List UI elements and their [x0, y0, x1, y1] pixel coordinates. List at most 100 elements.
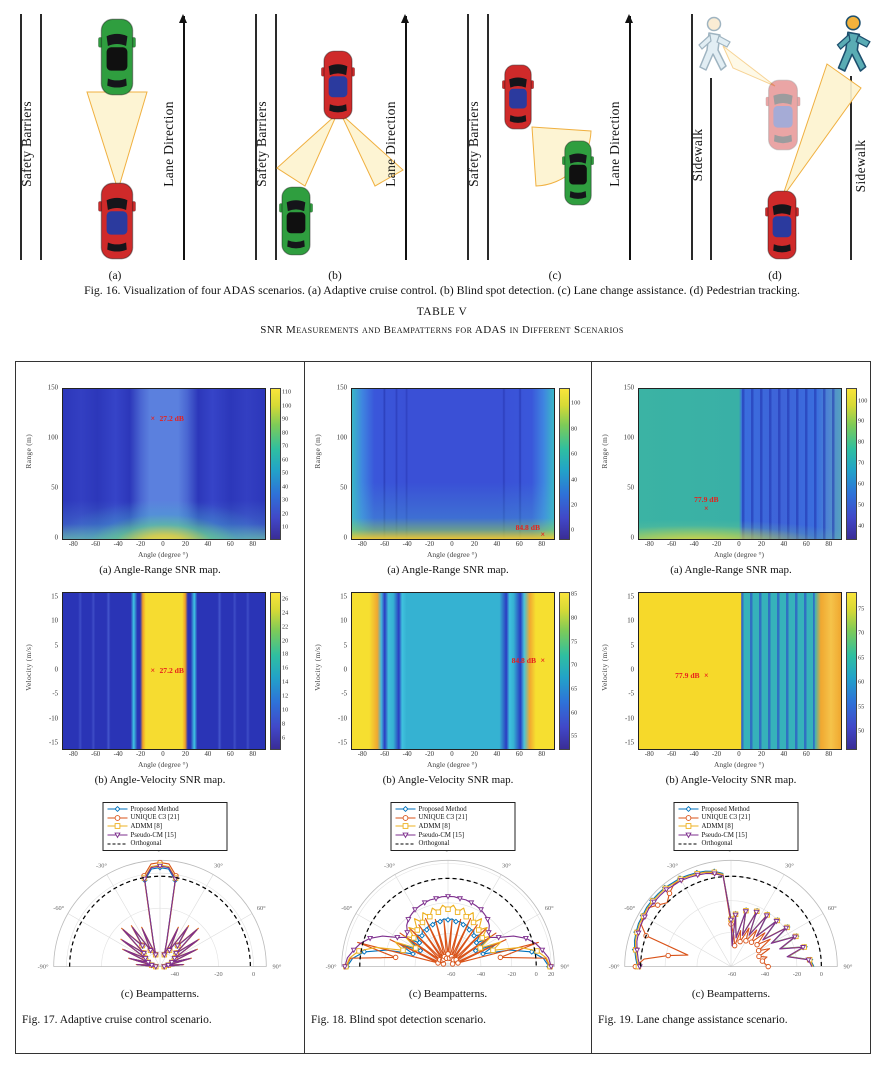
beampattern-figure: Proposed Method UNIQUE C3 [21] ADMM [8] Pse…	[16, 800, 304, 1012]
red-ego-car	[319, 50, 357, 120]
panel-label: (c)	[548, 270, 562, 282]
radar-beam	[276, 113, 404, 187]
legend-entry: Pseudo-CM [15]	[395, 831, 511, 840]
svg-text:30°: 30°	[214, 862, 223, 869]
legend-entry: Orthogonal	[395, 840, 450, 848]
colorbar	[846, 592, 857, 750]
colorbar-ticks: 100 90 80 70 60 50 40	[858, 397, 868, 529]
scenario-panel-lca: Safety Barriers Lane Direction (c)	[455, 6, 655, 282]
scenario-panel-bsd: Safety Barriers Lane Direction (b)	[235, 6, 435, 282]
figure-caption: Fig. 19. Lane change assistance scenario…	[598, 1014, 788, 1026]
subfigure-caption: (a) Angle-Range SNR map.	[670, 564, 792, 576]
beampattern-figure: Proposed Method UNIQUE C3 [21] ADMM [8] Pse…	[305, 800, 591, 1012]
svg-text:20: 20	[548, 971, 554, 978]
angle-range-snr-map: Range (m) 150 100 50 0 × 27.2 dB -80 -60 -40 -2…	[16, 374, 304, 580]
table-cell-fig17: Range (m) 150 100 50 0 × 27.2 dB -80 -60 -40 -2…	[16, 362, 305, 1053]
legend-entry: ADMM [8]	[395, 822, 511, 831]
x-axis-label: Angle (degree °)	[713, 760, 765, 769]
colorbar	[846, 388, 857, 540]
safety-barrier-line	[467, 14, 469, 260]
figure-caption: Fig. 18. Blind spot detection scenario.	[311, 1014, 487, 1026]
legend-entry: ADMM [8]	[107, 822, 223, 831]
svg-text:-60°: -60°	[341, 905, 352, 912]
beampattern-figure: Proposed Method UNIQUE C3 [21] ADMM [8] Pse…	[592, 800, 870, 1012]
svg-text:90°: 90°	[273, 964, 282, 971]
subfigure-caption: (b) Angle-Velocity SNR map.	[665, 774, 797, 786]
y-axis-label: Velocity (m/s)	[313, 644, 322, 691]
snr-peak-marker: × 77.9 dB	[694, 495, 719, 513]
colorbar-ticks: 85 80 75 70 65 60 55	[571, 590, 578, 740]
svg-text:0: 0	[535, 971, 538, 978]
heatmap-plot: × 77.9 dB	[638, 388, 842, 540]
subfigure-caption: (a) Angle-Range SNR map.	[387, 564, 509, 576]
pedestrian-past	[689, 16, 733, 80]
lane-direction-label: Lane Direction	[161, 101, 176, 187]
sidewalk-line	[710, 78, 712, 260]
x-axis-ticks: -80 -60 -40 -20 0 20 40 60 80	[644, 541, 833, 548]
x-axis-ticks: -80 -60 -40 -20 0 20 40 60 80	[644, 751, 833, 758]
y-axis-ticks: 150 100 50 0	[47, 384, 58, 542]
svg-text:-60°: -60°	[53, 905, 64, 912]
legend-entry: UNIQUE C3 [21]	[678, 814, 794, 823]
table-cell-fig18: Range (m) 150 100 50 0 × 84.8 dB -80 -60 -40 -2…	[305, 362, 592, 1053]
svg-text:-40: -40	[171, 971, 179, 978]
y-axis-label: Range (m)	[313, 434, 322, 469]
svg-text:0: 0	[252, 971, 255, 978]
snr-peak-marker: × 27.2 dB	[150, 414, 184, 424]
x-axis-ticks: -80 -60 -40 -20 0 20 40 60 80	[357, 751, 546, 758]
red-ego-car	[501, 64, 535, 130]
heatmap-plot: × 84.8 dB	[351, 388, 555, 540]
panel-label: (d)	[768, 270, 782, 282]
y-axis-ticks: 15 10 5 0 -5 -10 -15	[337, 593, 347, 747]
svg-text:-90°: -90°	[609, 964, 620, 971]
x-axis-label: Angle (degree °)	[137, 550, 189, 559]
beampattern-polar-plot: 0°30°-30°60°-60°90°-90°-60-40-200	[609, 847, 853, 978]
snr-peak-marker: × 77.9 dB	[675, 670, 709, 681]
y-axis-label: Velocity (m/s)	[24, 644, 33, 691]
legend-entry: Pseudo-CM [15]	[107, 831, 223, 840]
red-ego-car	[97, 182, 137, 260]
svg-text:-20: -20	[214, 971, 222, 978]
table-v: Range (m) 150 100 50 0 × 27.2 dB -80 -60 -40 -2…	[15, 361, 871, 1054]
table-title: TABLE V	[416, 306, 468, 318]
heatmap-plot: × 27.2 dB	[62, 388, 266, 540]
subfigure-caption: (b) Angle-Velocity SNR map.	[94, 774, 226, 786]
y-axis-label: Range (m)	[600, 434, 609, 469]
subfigure-caption: (c) Beampatterns.	[120, 988, 200, 1000]
red-ego-car-past	[765, 78, 801, 152]
svg-text:-60: -60	[447, 971, 455, 978]
legend-entry: Proposed Method	[678, 805, 794, 814]
svg-text:60°: 60°	[828, 905, 837, 912]
snr-peak-marker: × 27.2 dB	[150, 666, 184, 676]
lane-direction-arrow	[401, 14, 409, 260]
angle-range-snr-map: Range (m) 150 100 50 0 × 84.8 dB -80 -60 -40 -2…	[305, 374, 591, 580]
svg-text:0: 0	[820, 971, 823, 978]
sidewalk-line	[691, 14, 693, 260]
sidewalk-label: Sidewalk	[690, 128, 705, 182]
beampattern-legend: Proposed Method UNIQUE C3 [21] ADMM [8] Pse…	[673, 802, 799, 851]
svg-text:30°: 30°	[502, 862, 511, 869]
beampattern-legend: Proposed Method UNIQUE C3 [21] ADMM [8] Pse…	[390, 802, 516, 851]
scenario-panel-acc: Safety Barriers Lane Direction (a)	[15, 6, 215, 282]
safety-barrier-line	[275, 14, 277, 260]
svg-text:60°: 60°	[545, 905, 554, 912]
legend-entry: Proposed Method	[395, 805, 511, 814]
colorbar	[270, 388, 281, 540]
svg-text:-90°: -90°	[38, 964, 49, 971]
y-axis-ticks: 150 100 50 0	[336, 384, 347, 542]
legend-entry: UNIQUE C3 [21]	[395, 814, 511, 823]
green-car	[277, 186, 315, 256]
green-car	[97, 18, 137, 96]
angle-range-snr-map: Range (m) 150 100 50 0 × 77.9 dB -80 -60 -40 -2…	[592, 374, 870, 580]
table-subtitle: SNR Measurements and Beampatterns for AD…	[260, 324, 624, 336]
lane-direction-label: Lane Direction	[607, 101, 622, 187]
y-axis-ticks: 15 10 5 0 -5 -10 -15	[48, 593, 58, 747]
x-axis-ticks: -80 -60 -40 -20 0 20 40 60 80	[68, 751, 257, 758]
svg-text:-40: -40	[761, 971, 769, 978]
svg-text:-40: -40	[477, 971, 485, 978]
x-axis-label: Angle (degree °)	[426, 550, 478, 559]
safety-barrier-line	[487, 14, 489, 260]
safety-barrier-line	[40, 14, 42, 260]
svg-text:-20: -20	[793, 971, 801, 978]
colorbar-ticks: 110 100 90 80 70 60 50 40 30 20 10	[282, 388, 292, 531]
